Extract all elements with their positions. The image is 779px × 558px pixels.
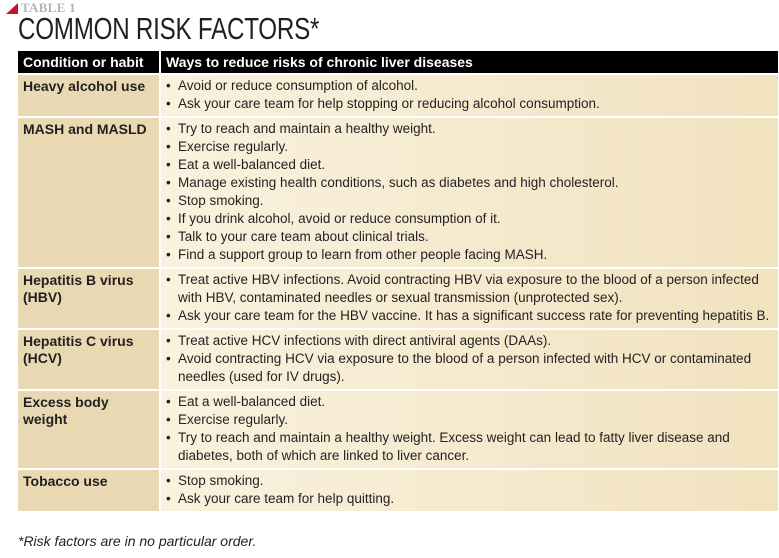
column-header-condition: Condition or habit [18, 51, 161, 74]
condition-cell: MASH and MASLD [18, 116, 161, 268]
list-item: Ask your care team for help quitting. [166, 490, 774, 508]
list-item: Manage existing health conditions, such … [166, 174, 774, 192]
table-row-mash-and-masld: MASH and MASLD Try to reach and maintain… [18, 116, 778, 268]
list-item: Stop smoking. [166, 192, 774, 210]
bullet-list: Treat active HBV infections. Avoid contr… [166, 271, 774, 325]
condition-cell: Hepatitis B virus (HBV) [18, 267, 161, 329]
list-item: If you drink alcohol, avoid or reduce co… [166, 210, 774, 228]
ways-cell: Treat active HBV infections. Avoid contr… [160, 267, 778, 329]
list-item: Eat a well-balanced diet. [166, 393, 774, 411]
condition-cell: Hepatitis C virus (HCV) [18, 328, 161, 390]
ways-cell: Try to reach and maintain a healthy weig… [160, 116, 778, 268]
list-item: Exercise regularly. [166, 411, 774, 429]
ways-cell: Stop smoking. Ask your care team for hel… [160, 468, 778, 511]
list-item: Try to reach and maintain a healthy weig… [166, 120, 774, 138]
list-item: Ask your care team for the HBV vaccine. … [166, 307, 774, 325]
bullet-list: Stop smoking. Ask your care team for hel… [166, 472, 774, 508]
ways-cell: Eat a well-balanced diet. Exercise regul… [160, 389, 778, 469]
list-item: Ask your care team for help stopping or … [166, 95, 774, 113]
footnote: *Risk factors are in no particular order… [18, 533, 257, 549]
table-label: TABLE 1 [6, 0, 76, 15]
list-item: Avoid or reduce consumption of alcohol. [166, 77, 774, 95]
table-number: TABLE 1 [21, 0, 76, 15]
list-item: Treat active HCV infections with direct … [166, 332, 774, 350]
list-item: Find a support group to learn from other… [166, 246, 774, 264]
table-row-hepatitis-c-virus: Hepatitis C virus (HCV) Treat active HCV… [18, 328, 778, 390]
condition-cell: Tobacco use [18, 468, 161, 511]
ways-cell: Avoid or reduce consumption of alcohol. … [160, 73, 778, 117]
list-item: Talk to your care team about clinical tr… [166, 228, 774, 246]
list-item: Avoid contracting HCV via exposure to th… [166, 350, 774, 386]
condition-cell: Heavy alcohol use [18, 73, 161, 117]
ways-cell: Treat active HCV infections with direct … [160, 328, 778, 390]
table-row-excess-body-weight: Excess body weight Eat a well-balanced d… [18, 389, 778, 469]
bullet-list: Treat active HCV infections with direct … [166, 332, 774, 386]
bullet-list: Eat a well-balanced diet. Exercise regul… [166, 393, 774, 465]
table-row-tobacco-use: Tobacco use Stop smoking. Ask your care … [18, 468, 778, 511]
table-header-row: Condition or habit Ways to reduce risks … [18, 51, 778, 74]
condition-cell: Excess body weight [18, 389, 161, 469]
table-row-hepatitis-b-virus: Hepatitis B virus (HBV) Treat active HBV… [18, 267, 778, 329]
list-item: Exercise regularly. [166, 138, 774, 156]
list-item: Eat a well-balanced diet. [166, 156, 774, 174]
column-header-ways: Ways to reduce risks of chronic liver di… [160, 51, 778, 74]
list-item: Treat active HBV infections. Avoid contr… [166, 271, 774, 307]
bullet-list: Try to reach and maintain a healthy weig… [166, 120, 774, 264]
list-item: Try to reach and maintain a healthy weig… [166, 429, 774, 465]
triangle-icon [6, 2, 18, 14]
bullet-list: Avoid or reduce consumption of alcohol. … [166, 77, 774, 113]
table-row-heavy-alcohol-use: Heavy alcohol use Avoid or reduce consum… [18, 73, 778, 117]
list-item: Stop smoking. [166, 472, 774, 490]
risk-factors-table: Condition or habit Ways to reduce risks … [18, 51, 778, 511]
page-title: COMMON RISK FACTORS* [18, 11, 320, 46]
